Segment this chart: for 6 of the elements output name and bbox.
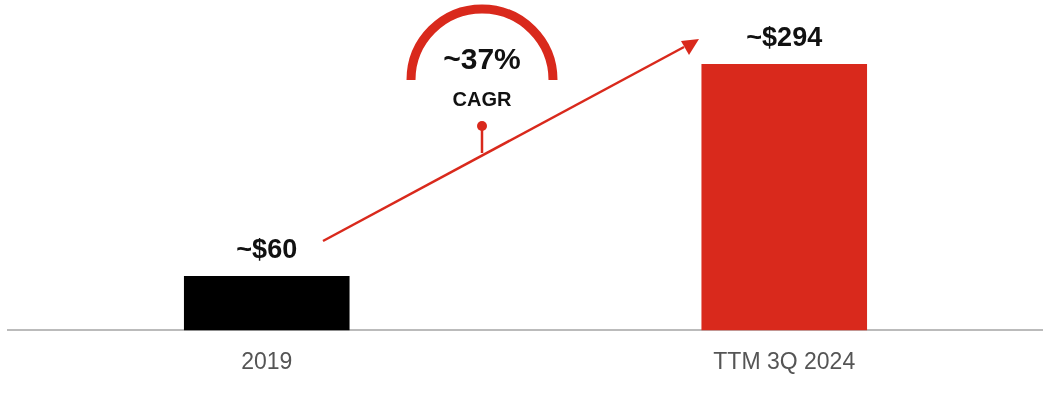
data-label: ~$60 (236, 233, 298, 264)
x-tick-label: TTM 3Q 2024 (713, 347, 856, 374)
x-tick-label: 2019 (241, 347, 293, 374)
data-label: ~$294 (746, 21, 823, 52)
annotation: CAGR (451, 88, 513, 111)
annotation: ~37% (442, 42, 522, 76)
